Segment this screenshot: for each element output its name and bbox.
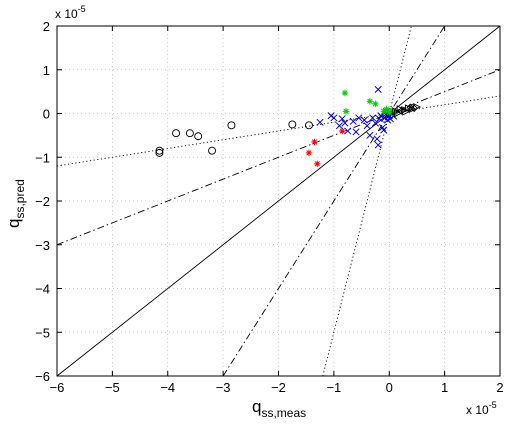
x-tick-label: 2 bbox=[496, 380, 503, 395]
x-tick-label: 0 bbox=[386, 380, 393, 395]
x-tick-label: −2 bbox=[271, 380, 286, 395]
reference-line-dashdot bbox=[222, 25, 446, 377]
point-star bbox=[383, 105, 390, 113]
x-tick-labels: −6 −5 −4 −3 −2 −1 0 1 2 bbox=[50, 380, 504, 395]
point-cross bbox=[369, 114, 377, 122]
point-cross bbox=[363, 122, 371, 130]
point-cross bbox=[375, 115, 383, 123]
reference-line-dotted bbox=[322, 25, 412, 377]
y-tick-label: −6 bbox=[35, 369, 50, 384]
point-cross bbox=[327, 112, 335, 120]
point-circle bbox=[305, 121, 313, 130]
point-circle bbox=[155, 148, 164, 157]
point-triangle bbox=[396, 105, 405, 114]
point-cross bbox=[335, 122, 343, 130]
point-cross bbox=[316, 118, 324, 126]
point-triangle bbox=[392, 107, 401, 116]
point-star bbox=[386, 109, 393, 116]
point-cross bbox=[338, 115, 346, 123]
point-cross bbox=[380, 126, 388, 134]
point-star bbox=[305, 149, 313, 157]
y-axis-label: qss,pred bbox=[4, 179, 27, 228]
x-tick-label: −5 bbox=[105, 380, 120, 395]
data-points bbox=[155, 85, 422, 168]
point-star bbox=[388, 106, 396, 114]
point-circle bbox=[194, 132, 203, 141]
point-star bbox=[341, 89, 349, 97]
point-star bbox=[338, 127, 346, 135]
point-cross bbox=[341, 119, 349, 127]
point-cross bbox=[349, 117, 357, 125]
point-star bbox=[372, 100, 379, 108]
y-tick-label: −2 bbox=[35, 194, 50, 209]
y-tick-label: −1 bbox=[35, 150, 50, 165]
point-triangle bbox=[404, 104, 413, 113]
point-cross bbox=[366, 131, 374, 139]
point-star bbox=[311, 138, 318, 146]
x-tick-label: −3 bbox=[216, 380, 231, 395]
point-circle bbox=[288, 120, 297, 129]
point-triangle bbox=[401, 106, 409, 114]
point-cross bbox=[355, 114, 363, 122]
y-tick-labels: −6 −5 −4 −3 −2 −1 0 1 2 bbox=[35, 19, 50, 384]
reference-line-solid bbox=[56, 25, 501, 377]
x-multiplier: x 10-5 bbox=[466, 400, 497, 417]
point-cross bbox=[374, 141, 382, 149]
point-cross bbox=[384, 113, 392, 121]
point-circle bbox=[208, 146, 217, 155]
point-diamond bbox=[410, 104, 419, 113]
point-circle bbox=[172, 129, 181, 138]
point-circle bbox=[185, 129, 194, 138]
point-cross bbox=[374, 85, 382, 93]
ticks bbox=[56, 25, 501, 377]
point-star bbox=[314, 160, 321, 168]
point-star bbox=[366, 98, 374, 105]
point-cross bbox=[352, 128, 360, 136]
point-star bbox=[380, 108, 387, 115]
point-triangle bbox=[393, 109, 402, 118]
y-tick-label: −3 bbox=[35, 238, 50, 253]
point-star bbox=[342, 108, 350, 115]
reference-line-dashdot bbox=[56, 69, 501, 246]
reference-lines bbox=[56, 25, 501, 377]
point-triangle bbox=[402, 107, 411, 116]
point-circle bbox=[155, 146, 164, 155]
point-circle bbox=[227, 121, 236, 130]
reference-line-dotted bbox=[56, 95, 501, 167]
y-tick-label: 1 bbox=[43, 63, 50, 78]
point-cross bbox=[344, 127, 352, 135]
y-tick-label: 0 bbox=[43, 107, 50, 122]
y-tick-label: −4 bbox=[35, 282, 50, 297]
y-multiplier: x 10-5 bbox=[55, 4, 86, 21]
point-diamond bbox=[397, 107, 406, 115]
point-cross bbox=[373, 135, 381, 143]
x-tick-label: −1 bbox=[326, 380, 341, 395]
y-tick-label: 2 bbox=[43, 19, 50, 34]
x-tick-label: −6 bbox=[50, 380, 65, 395]
x-axis-label: qss,meas bbox=[252, 397, 306, 420]
x-tick-label: −4 bbox=[160, 380, 175, 395]
y-tick-label: −5 bbox=[35, 325, 50, 340]
point-cross bbox=[360, 116, 368, 124]
x-tick-label: 1 bbox=[441, 380, 448, 395]
